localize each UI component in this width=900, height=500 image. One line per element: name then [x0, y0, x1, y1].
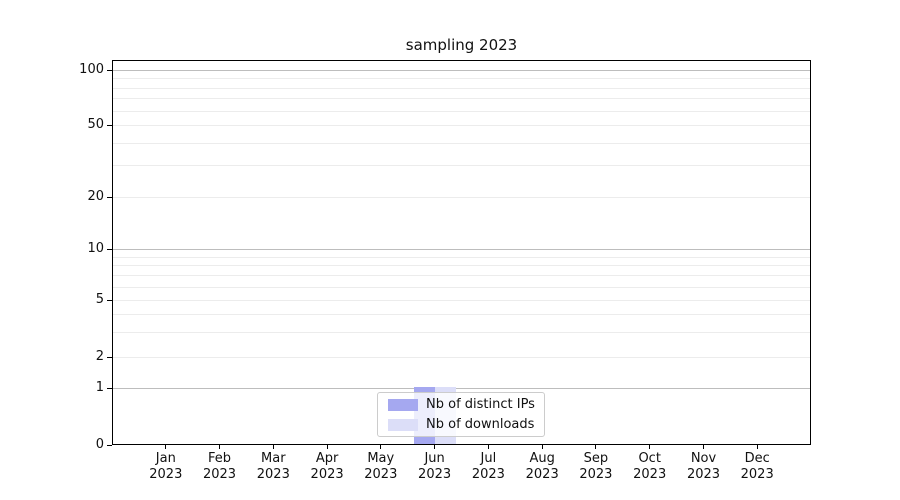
y-major-gridline	[113, 70, 810, 71]
x-tick-month: May	[367, 451, 395, 466]
y-tick-label: 20	[87, 189, 104, 204]
y-tick-mark	[107, 249, 112, 250]
x-tick-year: 2023	[525, 467, 559, 482]
y-minor-gridline	[113, 87, 810, 89]
x-tick-mark	[595, 445, 597, 449]
y-minor-gridline	[113, 286, 810, 288]
legend: Nb of distinct IPs Nb of downloads	[377, 392, 545, 437]
x-tick-month: Aug	[529, 451, 555, 466]
x-tick-mark	[272, 445, 274, 449]
y-major-gridline	[113, 300, 810, 301]
x-tick-mark	[326, 445, 328, 449]
x-tick-label: Jan 2023	[135, 451, 197, 483]
x-tick-label: May 2023	[350, 451, 412, 483]
x-tick-year: 2023	[418, 467, 452, 482]
y-tick-mark	[107, 125, 112, 126]
x-tick-month: Mar	[261, 451, 286, 466]
x-tick-label: Aug 2023	[511, 451, 573, 483]
x-tick-month: Feb	[207, 451, 232, 466]
y-tick-label: 5	[95, 292, 104, 307]
x-tick-month: Dec	[744, 451, 770, 466]
y-minor-gridline	[113, 256, 810, 258]
legend-label: Nb of distinct IPs	[426, 396, 535, 412]
y-major-gridline	[113, 197, 810, 198]
x-tick-mark	[649, 445, 651, 449]
y-tick-label: 0	[95, 437, 104, 452]
x-tick-year: 2023	[202, 467, 237, 482]
x-tick-year: 2023	[149, 467, 183, 482]
x-tick-year: 2023	[364, 467, 398, 482]
x-tick-month: Jul	[480, 451, 497, 466]
y-major-gridline	[113, 357, 810, 358]
y-tick-label: 1	[95, 380, 104, 395]
y-tick-mark	[107, 445, 112, 446]
x-tick-year: 2023	[579, 467, 613, 482]
y-minor-gridline	[113, 98, 810, 100]
y-tick-label: 10	[87, 241, 104, 256]
x-tick-label: Oct 2023	[619, 451, 681, 483]
y-minor-gridline	[113, 275, 810, 277]
x-tick-mark	[165, 445, 167, 449]
x-tick-mark	[703, 445, 704, 449]
x-tick-mark	[434, 445, 436, 449]
legend-label: Nb of downloads	[426, 416, 535, 432]
y-tick-label: 2	[95, 349, 104, 364]
x-tick-label: Jun 2023	[404, 451, 466, 483]
x-tick-year: 2023	[633, 467, 667, 482]
y-tick-mark	[107, 357, 112, 358]
x-tick-label: Apr 2023	[296, 451, 358, 483]
x-tick-month: Apr	[315, 451, 339, 466]
y-minor-gridline	[113, 110, 810, 112]
y-minor-gridline	[113, 313, 810, 315]
y-major-gridline	[113, 125, 810, 126]
y-minor-gridline	[113, 165, 810, 167]
x-tick-mark	[487, 445, 489, 449]
x-tick-label: Feb 2023	[189, 451, 251, 483]
y-major-gridline	[113, 249, 810, 250]
y-minor-gridline	[113, 142, 810, 144]
y-tick-mark	[107, 197, 112, 198]
x-tick-year: 2023	[310, 467, 344, 482]
y-minor-gridline	[113, 78, 810, 80]
x-tick-month: Jan	[155, 451, 176, 466]
y-tick-mark	[107, 300, 112, 301]
y-tick-mark	[107, 388, 112, 389]
x-tick-label: Dec 2023	[726, 451, 788, 483]
x-tick-year: 2023	[256, 467, 290, 482]
x-tick-label: Sep 2023	[565, 451, 627, 483]
y-tick-mark	[107, 70, 112, 71]
x-tick-month: Nov	[690, 451, 717, 466]
x-tick-year: 2023	[471, 467, 505, 482]
y-minor-gridline	[113, 331, 810, 333]
legend-swatch-downloads	[388, 418, 418, 431]
y-tick-label: 50	[87, 117, 104, 132]
legend-swatch-distinct-ips	[388, 398, 418, 411]
x-tick-month: Sep	[583, 451, 609, 466]
x-tick-label: Jul 2023	[457, 451, 519, 483]
legend-item: Nb of distinct IPs	[388, 396, 535, 413]
legend-item: Nb of downloads	[388, 417, 534, 433]
y-major-gridline	[113, 388, 810, 389]
y-minor-gridline	[113, 265, 810, 267]
x-tick-mark	[541, 445, 543, 449]
y-tick-label: 100	[79, 62, 104, 77]
x-tick-year: 2023	[740, 467, 774, 482]
x-tick-label: Nov 2023	[673, 451, 735, 483]
x-tick-mark	[380, 445, 382, 449]
x-tick-month: Oct	[638, 451, 661, 466]
x-tick-label: Mar 2023	[242, 451, 304, 483]
x-tick-mark	[219, 445, 220, 449]
x-tick-mark	[756, 445, 758, 449]
x-tick-year: 2023	[686, 467, 721, 482]
x-tick-month: Jun	[424, 451, 445, 466]
chart-title: sampling 2023	[405, 36, 518, 54]
